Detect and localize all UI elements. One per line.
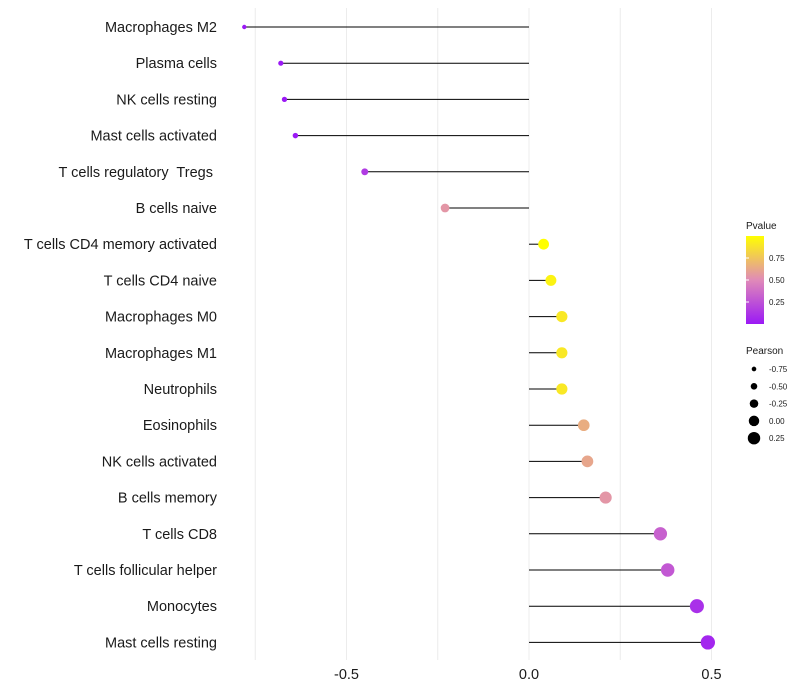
legend-pearson-label: 0.00 xyxy=(769,417,785,426)
category-labels: Macrophages M2 Plasma cells NK cells resti… xyxy=(24,20,218,651)
legend-pvalue-tick-label: 0.25 xyxy=(769,298,785,307)
legend-pearson-label: 0.25 xyxy=(769,434,785,443)
category-label: Mast cells activated xyxy=(90,129,217,145)
legend-pearson-key xyxy=(751,366,757,372)
stems xyxy=(244,26,708,643)
legend-pvalue-title: Pvalue xyxy=(746,221,777,232)
data-point xyxy=(556,347,568,359)
category-label: NK cells activated xyxy=(102,454,217,470)
data-point xyxy=(653,527,668,541)
data-point xyxy=(556,383,568,395)
category-label: Mast cells resting xyxy=(105,635,217,651)
legend-pearson-label: -0.50 xyxy=(769,382,788,391)
data-point xyxy=(242,24,247,30)
category-label: T cells follicular helper xyxy=(74,563,217,579)
category-label: T cells regulatory Tregs xyxy=(59,165,218,181)
data-point xyxy=(538,238,549,250)
x-tick-label: 0.0 xyxy=(519,667,539,683)
legend-pvalue-tick-label: 0.50 xyxy=(769,276,785,285)
category-label: Macrophages M0 xyxy=(105,310,217,326)
legend-pearson-key xyxy=(750,383,758,390)
legend-pvalue-tick-label: 0.75 xyxy=(769,254,785,263)
category-label: Monocytes xyxy=(147,599,217,615)
data-point xyxy=(700,635,716,650)
data-point xyxy=(545,274,557,286)
data-point xyxy=(581,455,594,468)
category-label: Plasma cells xyxy=(136,56,217,72)
legend-pearson-key xyxy=(749,399,759,408)
data-point xyxy=(440,203,450,213)
gridlines xyxy=(254,8,712,660)
category-label: Macrophages M1 xyxy=(105,346,217,362)
x-axis-ticks: -0.5 0.0 0.5 xyxy=(334,667,722,683)
legend-pearson: Pearson -0.75 -0.50 -0.25 0.00 0.25 xyxy=(746,346,788,445)
legend-pearson-key xyxy=(748,415,760,427)
data-point xyxy=(361,168,369,176)
data-point xyxy=(292,132,299,139)
category-label: B cells naive xyxy=(136,201,217,217)
data-point xyxy=(660,563,675,577)
legend-pvalue-colorbar xyxy=(746,236,764,324)
category-label: Macrophages M2 xyxy=(105,20,217,36)
data-point xyxy=(599,491,612,504)
category-label: Neutrophils xyxy=(144,382,217,398)
category-label: Eosinophils xyxy=(143,418,217,434)
category-label: T cells CD8 xyxy=(142,527,217,543)
data-point xyxy=(577,419,590,432)
data-point xyxy=(281,96,288,103)
data-point xyxy=(278,60,284,66)
category-label: NK cells resting xyxy=(116,92,217,108)
data-point xyxy=(689,599,704,614)
category-label: T cells CD4 naive xyxy=(104,273,217,289)
legend-pearson-label: -0.25 xyxy=(769,400,788,409)
category-label: B cells memory xyxy=(118,491,218,507)
legend-pearson-key xyxy=(747,431,761,445)
x-tick-label: 0.5 xyxy=(701,667,721,683)
category-label: T cells CD4 memory activated xyxy=(24,237,217,253)
legend-pearson-label: -0.75 xyxy=(769,365,788,374)
x-tick-label: -0.5 xyxy=(334,667,359,683)
data-point xyxy=(556,311,568,323)
points xyxy=(242,24,716,650)
legend-pearson-title: Pearson xyxy=(746,346,783,357)
legend-pvalue: Pvalue 0.25 0.50 0.75 xyxy=(746,221,785,324)
